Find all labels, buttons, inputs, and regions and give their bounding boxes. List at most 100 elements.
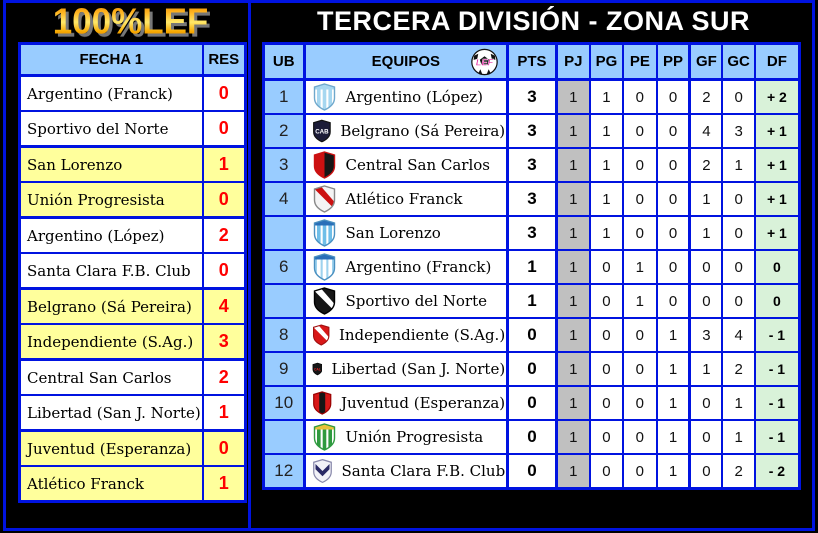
- cell-pj: 1: [554, 113, 591, 149]
- result-team: Juventud (Esperanza): [18, 429, 204, 467]
- standings-table: UB EQUIPOS LEF PTS PJ PG PE PP GF GC DF 1 Argent…: [262, 42, 801, 490]
- cell-df: 0: [753, 283, 801, 319]
- soccer-ball-icon: LEF: [471, 48, 498, 75]
- team-crest-icon: [313, 287, 335, 315]
- svg-text:LEF: LEF: [476, 57, 494, 67]
- cell-pj: 1: [554, 351, 591, 387]
- cell-pts: 3: [506, 147, 558, 183]
- standings-header-pj: PJ: [554, 42, 591, 81]
- cell-gc: 0: [721, 181, 756, 217]
- team-name: Sportivo del Norte: [345, 292, 487, 310]
- team-name: Central San Carlos: [345, 156, 491, 174]
- standings-row: 4 Atlético Franck 3 1 1 0 0 1 0 + 1: [262, 181, 801, 217]
- cell-team: CAB Belgrano (Sá Pereira): [302, 113, 509, 149]
- cell-pos: 1: [262, 78, 306, 115]
- cell-pe: 0: [622, 147, 658, 183]
- cell-pp: 0: [655, 113, 691, 149]
- result-score: 0: [201, 110, 247, 148]
- cell-pp: 0: [655, 283, 691, 319]
- cell-pe: 1: [622, 283, 658, 319]
- cell-pe: 0: [622, 453, 658, 490]
- title-container: TERCERA DIVISIÓN - ZONA SUR: [252, 1, 815, 41]
- cell-gf: 1: [688, 181, 724, 217]
- cell-pe: 0: [622, 113, 658, 149]
- result-score: 3: [201, 323, 247, 361]
- cell-pe: 0: [622, 317, 658, 353]
- cell-gf: 2: [688, 78, 724, 115]
- cell-pg: 1: [588, 147, 625, 183]
- cell-gc: 2: [721, 453, 756, 490]
- cell-pe: 0: [622, 78, 658, 115]
- result-team: Belgrano (Sá Pereira): [18, 287, 204, 325]
- standings-row: Unión Progresista 0 1 0 0 1 0 1- 1: [262, 419, 801, 455]
- cell-pos: 12: [262, 453, 306, 490]
- cell-gf: 4: [688, 113, 724, 149]
- cell-team: Argentino (Franck): [302, 249, 509, 285]
- cell-gc: 0: [721, 283, 756, 319]
- fecha-header: FECHA 1: [18, 42, 204, 77]
- cell-pos: 3: [262, 147, 306, 183]
- cell-pj: 1: [554, 181, 591, 217]
- cell-gf: 3: [688, 317, 724, 353]
- team-name: Argentino (López): [345, 88, 484, 106]
- cell-pe: 0: [622, 351, 658, 387]
- result-team: San Lorenzo: [18, 145, 204, 183]
- cell-df: - 1: [753, 419, 801, 455]
- cell-gf: 0: [688, 385, 724, 421]
- cell-pg: 0: [588, 249, 625, 285]
- cell-gf: 1: [688, 215, 724, 251]
- cell-pp: 1: [655, 317, 691, 353]
- cell-pts: 1: [506, 283, 558, 319]
- cell-pj: 1: [554, 249, 591, 285]
- team-name: Argentino (Franck): [345, 258, 492, 276]
- cell-pos: [262, 283, 306, 319]
- cell-df: - 1: [753, 351, 801, 387]
- result-score: 0: [201, 252, 247, 290]
- cell-df: - 1: [753, 317, 801, 353]
- cell-pos: [262, 419, 306, 455]
- cell-pg: 0: [588, 317, 625, 353]
- cell-df: 0: [753, 249, 801, 285]
- logo-container: 100%LEF: [18, 1, 243, 41]
- result-team: Central San Carlos: [18, 358, 204, 396]
- result-team: Sportivo del Norte: [18, 110, 204, 148]
- result-row: Atlético Franck 1: [18, 465, 247, 503]
- cell-gc: 1: [721, 419, 756, 455]
- cell-pp: 0: [655, 249, 691, 285]
- result-row: Unión Progresista 0: [18, 181, 247, 219]
- result-score: 1: [201, 394, 247, 432]
- result-score: 1: [201, 145, 247, 183]
- result-row: Argentino (Franck) 0: [18, 74, 247, 112]
- team-name: Independiente (S.Ag.): [338, 326, 506, 344]
- cell-pj: 1: [554, 317, 591, 353]
- cell-pos: 4: [262, 181, 306, 217]
- standings-row: San Lorenzo 3 1 1 0 0 1 0 + 1: [262, 215, 801, 251]
- standings-header-pp: PP: [655, 42, 691, 81]
- team-crest-icon: [313, 83, 335, 111]
- cell-gc: 3: [721, 113, 756, 149]
- cell-pe: 0: [622, 419, 658, 455]
- cell-df: + 1: [753, 181, 801, 217]
- result-row: Central San Carlos 2: [18, 358, 247, 396]
- cell-gc: 1: [721, 147, 756, 183]
- cell-pj: 1: [554, 453, 591, 490]
- team-crest-icon: [313, 423, 335, 451]
- result-score: 0: [201, 429, 247, 467]
- result-team: Argentino (Franck): [18, 74, 204, 112]
- cell-pos: [262, 215, 306, 251]
- panel-divider: [248, 0, 251, 531]
- cell-team: Argentino (López): [302, 78, 509, 115]
- team-crest-icon: CAB: [312, 119, 331, 143]
- result-row: Belgrano (Sá Pereira) 4: [18, 287, 247, 325]
- team-name: Santa Clara F.B. Club: [341, 462, 506, 480]
- cell-pts: 3: [506, 78, 558, 115]
- team-name: Unión Progresista: [345, 428, 484, 446]
- cell-pg: 0: [588, 419, 625, 455]
- result-row: Juventud (Esperanza) 0: [18, 429, 247, 467]
- standings-row: 2 CAB Belgrano (Sá Pereira) 3 1 1 0 0 4 3 + 1: [262, 113, 801, 149]
- standings-header-row: UB EQUIPOS LEF PTS PJ PG PE PP GF GC DF: [262, 42, 801, 81]
- result-team: Libertad (San J. Norte): [18, 394, 204, 432]
- cell-team: Atlético Franck: [302, 181, 509, 217]
- cell-pts: 1: [506, 249, 558, 285]
- cell-pts: 0: [506, 453, 558, 490]
